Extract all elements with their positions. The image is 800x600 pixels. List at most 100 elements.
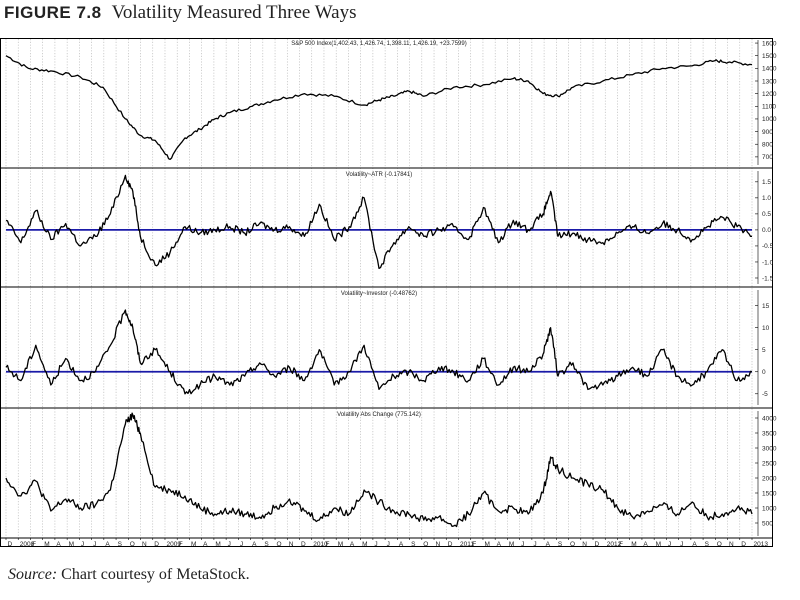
metastock-chart: S&P 500 Index(1,402.43, 1,426.74, 1,398.… <box>0 38 777 548</box>
x-tick-label: D <box>8 541 13 548</box>
x-tick-label: A <box>497 541 502 548</box>
x-tick-label: F <box>472 541 476 548</box>
x-tick-label: F <box>32 541 36 548</box>
x-tick-label: S <box>264 541 269 548</box>
panel-title: Volatility~Investor (-0.48762) <box>341 291 417 297</box>
x-tick-label: A <box>105 541 110 548</box>
x-tick-label: O <box>277 541 282 548</box>
y-tick-label: -1.0 <box>762 259 774 266</box>
x-tick-label: S <box>118 541 123 548</box>
x-tick-label: J <box>533 541 536 548</box>
x-tick-label: D <box>448 541 453 548</box>
x-tick-label: O <box>717 541 722 548</box>
y-tick-label: 900 <box>762 129 773 136</box>
y-tick-label: 0.0 <box>762 227 771 234</box>
x-tick-label: 2010 <box>313 541 328 548</box>
x-tick-label: 2013 <box>754 541 769 548</box>
y-tick-label: 3000 <box>762 445 777 452</box>
x-tick-label: O <box>130 541 135 548</box>
x-tick-label: M <box>191 541 196 548</box>
y-tick-label: 1.5 <box>762 179 771 186</box>
y-tick-label: 15 <box>762 303 770 310</box>
x-tick-label: F <box>325 541 329 548</box>
y-tick-label: -0.5 <box>762 243 774 250</box>
x-tick-label: A <box>252 541 257 548</box>
x-tick-label: D <box>301 541 306 548</box>
x-tick-label: J <box>93 541 96 548</box>
series-line <box>5 174 753 270</box>
x-tick-label: A <box>399 541 404 548</box>
chart-frame <box>0 38 773 547</box>
y-tick-label: 2000 <box>762 475 777 482</box>
x-tick-label: J <box>81 541 84 548</box>
x-tick-label: A <box>203 541 208 548</box>
y-tick-label: 4000 <box>762 415 777 422</box>
x-tick-label: J <box>680 541 683 548</box>
series-line <box>5 309 753 395</box>
x-tick-label: A <box>692 541 697 548</box>
x-tick-label: S <box>558 541 563 548</box>
y-tick-label: 700 <box>762 154 773 161</box>
x-tick-label: N <box>289 541 294 548</box>
y-tick-label: 1500 <box>762 490 777 497</box>
x-tick-label: J <box>374 541 377 548</box>
x-tick-label: N <box>729 541 734 548</box>
source-text: Chart courtesy of MetaStock. <box>61 566 250 583</box>
y-tick-label: 1000 <box>762 116 777 123</box>
x-tick-label: M <box>509 541 514 548</box>
x-tick-label: J <box>240 541 243 548</box>
x-tick-label: M <box>631 541 636 548</box>
y-tick-label: 1600 <box>762 40 777 47</box>
y-tick-label: 1300 <box>762 78 777 85</box>
panel-title: Volatility Abs Change (775.142) <box>337 412 421 418</box>
x-tick-label: M <box>215 541 220 548</box>
figure-number: FIGURE 7.8 <box>4 3 102 22</box>
x-tick-label: A <box>546 541 551 548</box>
panel-title: Volatility~ATR (-0.17841) <box>346 172 412 178</box>
figure-title: FIGURE 7.8 Volatility Measured Three Ways <box>4 2 357 24</box>
x-tick-label: J <box>387 541 390 548</box>
x-tick-label: M <box>338 541 343 548</box>
y-tick-label: 5 <box>762 347 766 354</box>
series-line <box>5 412 753 528</box>
x-tick-label: 2009 <box>166 541 181 548</box>
x-tick-label: A <box>56 541 61 548</box>
x-tick-label: 2012 <box>607 541 622 548</box>
series-line <box>5 55 753 161</box>
source-note: Source: Chart courtesy of MetaStock. <box>8 566 250 584</box>
x-tick-label: A <box>643 541 648 548</box>
y-tick-label: 1400 <box>762 66 777 73</box>
y-tick-label: 0.5 <box>762 211 771 218</box>
x-tick-label: S <box>411 541 416 548</box>
y-tick-label: 1500 <box>762 53 777 60</box>
y-tick-label: -1.5 <box>762 275 774 282</box>
y-tick-label: 0 <box>762 369 766 376</box>
x-tick-label: J <box>228 541 231 548</box>
x-tick-label: D <box>595 541 600 548</box>
x-tick-label: 2011 <box>460 541 474 548</box>
x-tick-label: D <box>154 541 159 548</box>
y-tick-label: 2500 <box>762 460 777 467</box>
source-label: Source: <box>8 566 58 583</box>
figure-heading: Volatility Measured Three Ways <box>111 2 357 23</box>
x-tick-label: N <box>582 541 587 548</box>
x-tick-label: M <box>69 541 74 548</box>
x-tick-label: J <box>521 541 524 548</box>
x-tick-label: M <box>484 541 489 548</box>
x-tick-label: F <box>619 541 623 548</box>
x-tick-label: S <box>705 541 710 548</box>
x-tick-label: J <box>668 541 671 548</box>
y-tick-label: 1.0 <box>762 195 771 202</box>
y-tick-label: -5 <box>762 391 768 398</box>
y-tick-label: 800 <box>762 142 773 149</box>
y-tick-label: 3500 <box>762 430 777 437</box>
x-tick-label: N <box>142 541 147 548</box>
x-tick-label: F <box>179 541 183 548</box>
x-tick-label: D <box>741 541 746 548</box>
y-tick-label: 10 <box>762 325 770 332</box>
x-tick-label: N <box>436 541 441 548</box>
x-tick-label: A <box>350 541 355 548</box>
y-tick-label: 1200 <box>762 91 777 98</box>
x-tick-label: M <box>362 541 367 548</box>
y-tick-label: 500 <box>762 520 773 527</box>
